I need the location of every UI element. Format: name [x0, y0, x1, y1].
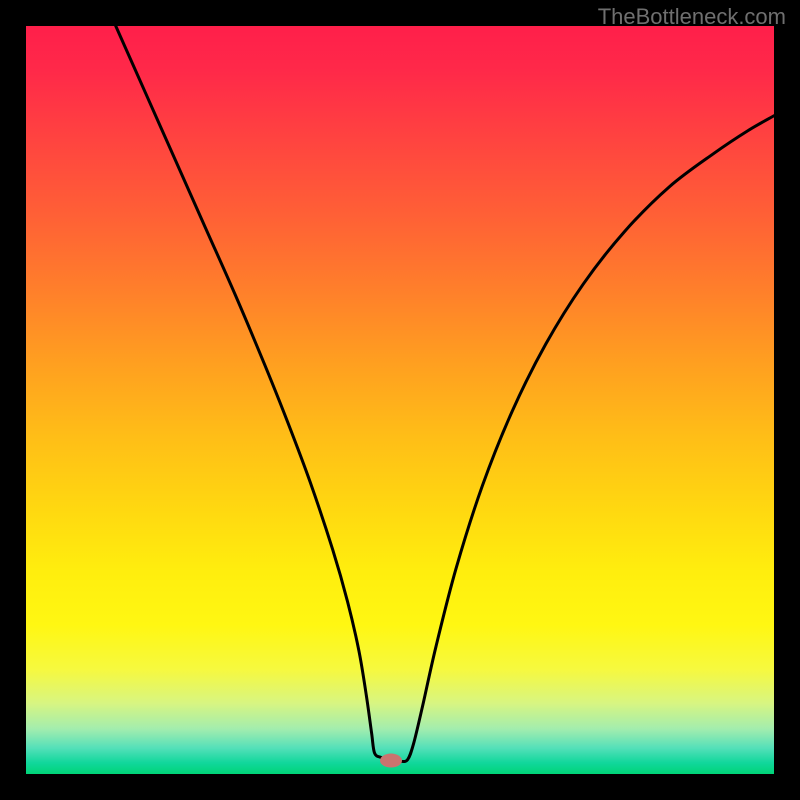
minimum-marker — [380, 754, 402, 768]
plot-background — [26, 26, 774, 774]
chart-frame: TheBottleneck.com — [0, 0, 800, 800]
bottleneck-chart — [0, 0, 800, 800]
watermark-text: TheBottleneck.com — [598, 4, 786, 30]
